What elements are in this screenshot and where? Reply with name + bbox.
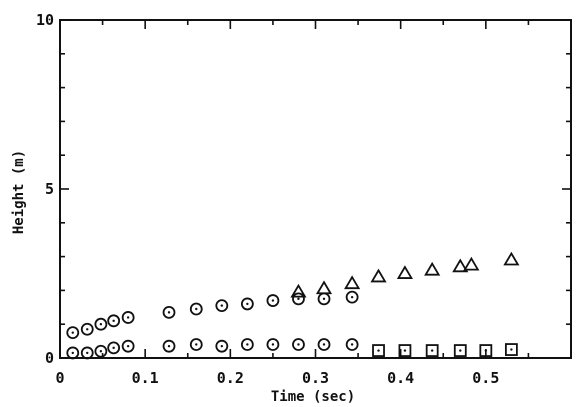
data-point-circle [162, 305, 176, 319]
plot-area: 0 0.1 0.2 0.3 0.4 0.5 0 5 10 [36, 11, 572, 387]
data-point-square [398, 344, 412, 357]
data-point-center-dot [271, 299, 275, 302]
data-point-center-dot [297, 297, 300, 301]
data-point-triangle [452, 258, 469, 273]
data-point-circle [215, 299, 229, 313]
data-point-center-dot [459, 349, 462, 352]
y-tick-label: 10 [36, 11, 54, 29]
data-point-circle [240, 338, 254, 351]
data-point-circle [66, 346, 80, 360]
data-point-square [504, 343, 518, 356]
data-point-center-dot [71, 331, 74, 334]
data-point-circle [107, 314, 121, 328]
data-point-center-dot [350, 343, 354, 346]
data-point-center-dot [510, 348, 513, 351]
data-point-circle [266, 338, 280, 351]
data-point-center-dot [195, 343, 198, 346]
data-point-center-dot [112, 346, 115, 350]
data-point-circle [317, 338, 331, 351]
data-point-center-dot [430, 349, 434, 352]
data-point-center-dot [86, 328, 89, 331]
data-point-center-dot [322, 343, 326, 346]
data-point-square [372, 344, 385, 357]
data-point-circle [292, 292, 305, 306]
data-point-circle [94, 344, 108, 358]
x-tick-label: 0.5 [472, 369, 499, 387]
data-point-circle [240, 297, 254, 311]
data-point-triangle [290, 283, 307, 298]
data-point-circle [345, 290, 359, 304]
data-point-circle [121, 339, 135, 353]
data-point-circle [162, 339, 176, 353]
data-point-circle [292, 338, 305, 351]
data-point-circle [80, 322, 94, 336]
data-point-triangle [424, 261, 441, 276]
y-axis-title: Height (m) [11, 150, 27, 234]
data-point-center-dot [99, 323, 103, 326]
x-axis-title: Time (sec) [271, 389, 355, 405]
x-tick-label: 0.1 [132, 369, 159, 387]
data-point-center-dot [484, 349, 488, 352]
data-point-triangle [503, 251, 520, 266]
data-point-circle [121, 311, 135, 324]
data-point-circle [215, 339, 229, 353]
data-point-center-dot [112, 319, 115, 323]
data-point-center-dot [220, 304, 224, 307]
plot-frame [59, 19, 572, 359]
data-point-square [479, 344, 493, 357]
data-point-center-dot [126, 344, 130, 348]
data-point-center-dot [297, 343, 300, 346]
data-point-center-dot [220, 344, 224, 348]
data-point-center-dot [246, 343, 249, 346]
data-point-circle [107, 341, 121, 355]
x-tick-label: 0.4 [387, 369, 414, 387]
data-point-triangle [463, 256, 480, 271]
data-point-center-dot [126, 316, 130, 319]
y-tick-label: 0 [45, 349, 54, 367]
x-tick-label: 0.3 [302, 369, 329, 387]
data-point-circle [266, 294, 280, 307]
x-tick-label: 0.2 [217, 369, 244, 387]
data-point-center-dot [99, 350, 103, 353]
data-point-center-dot [403, 349, 407, 352]
data-point-circle [66, 326, 80, 340]
data-point-center-dot [195, 307, 198, 311]
data-point-circle [94, 317, 108, 331]
data-point-center-dot [271, 343, 275, 346]
data-point-square [453, 344, 467, 357]
data-point-center-dot [167, 344, 171, 348]
y-tick-label: 5 [45, 180, 54, 198]
data-point-circle [345, 338, 359, 351]
data-point-square [425, 344, 439, 357]
data-point-circle [189, 302, 203, 316]
x-tick-label: 0 [55, 369, 64, 387]
data-point-center-dot [350, 295, 354, 299]
data-point-center-dot [322, 297, 326, 301]
data-point-center-dot [167, 311, 171, 314]
data-point-circle [189, 338, 203, 351]
data-point-triangle [344, 275, 361, 290]
data-point-center-dot [246, 302, 249, 306]
data-point-circle [80, 346, 94, 360]
data-point-triangle [315, 280, 333, 295]
data-point-center-dot [86, 351, 89, 355]
data-point-center-dot [377, 349, 380, 352]
data-point-triangle [370, 268, 387, 283]
data-point-center-dot [71, 351, 74, 355]
data-point-triangle [396, 265, 413, 279]
